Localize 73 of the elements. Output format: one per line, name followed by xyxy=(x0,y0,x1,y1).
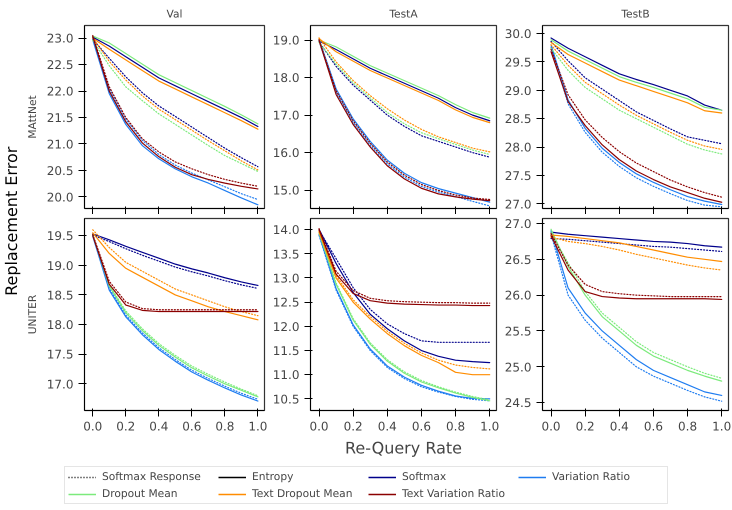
y-tick-label: 24.5 xyxy=(504,396,532,410)
y-tick-label: 29.0 xyxy=(504,84,532,98)
y-tick-label: 29.5 xyxy=(504,55,532,70)
y-tick-label: 26.0 xyxy=(504,288,532,303)
x-tick-label: 0.6 xyxy=(644,420,663,434)
y-tick-label: 19.0 xyxy=(46,258,74,273)
x-tick-label: 0.0 xyxy=(541,420,561,434)
y-tick-label: 14.0 xyxy=(272,223,300,238)
y-tick-label: 27.5 xyxy=(504,169,532,184)
x-tick-label: 0.4 xyxy=(378,420,397,434)
legend-label: Entropy xyxy=(252,470,294,483)
x-tick-label: 0.4 xyxy=(610,420,629,434)
y-tick-label: 23.0 xyxy=(46,32,74,46)
y-tick-label: 17.0 xyxy=(272,108,300,123)
y-tick-label: 15.0 xyxy=(272,184,300,198)
x-tick-label: 0.8 xyxy=(446,420,466,434)
y-tick-label: 30.0 xyxy=(504,26,532,41)
y-tick-label: 17.5 xyxy=(46,348,74,362)
y-tick-label: 18.0 xyxy=(46,318,74,332)
y-tick-label: 19.0 xyxy=(272,34,300,48)
y-tick-label: 17.0 xyxy=(46,377,74,392)
y-tick-label: 21.0 xyxy=(46,137,74,152)
x-tick-label: 1.0 xyxy=(248,420,268,434)
y-axis-title: MAttNet xyxy=(26,95,39,139)
x-tick-label: 0.0 xyxy=(83,420,102,434)
y-tick-label: 12.0 xyxy=(272,320,300,334)
x-tick-label: 0.2 xyxy=(576,420,595,434)
chart-title: TestB xyxy=(620,8,650,20)
legend-label: Text Dropout Mean xyxy=(252,487,354,500)
y-tick-label: 22.5 xyxy=(46,58,74,72)
y-tick-label: 28.0 xyxy=(504,140,532,155)
x-tick-label: 0.8 xyxy=(678,420,698,434)
y-tick-label: 11.0 xyxy=(272,368,300,382)
y-tick-label: 25.5 xyxy=(504,324,532,338)
y-tick-label: 25.0 xyxy=(504,360,532,374)
y-tick-label: 10.5 xyxy=(272,392,300,406)
y-tick-label: 28.5 xyxy=(504,112,532,126)
chart-title: Val xyxy=(166,8,182,20)
x-tick-label: 1.0 xyxy=(712,420,732,434)
y-tick-label: 13.0 xyxy=(272,271,300,286)
y-tick-label: 20.5 xyxy=(46,164,74,178)
y-tick-label: 27.0 xyxy=(504,217,532,232)
x-tick-label: 0.2 xyxy=(344,420,363,434)
x-axis-title: Re-Query Rate xyxy=(345,438,462,458)
legend-label: Softmax xyxy=(402,470,448,483)
legend-label: Softmax Response xyxy=(102,470,202,483)
y-tick-label: 19.5 xyxy=(46,229,74,244)
x-tick-label: 0.0 xyxy=(309,420,329,434)
y-tick-label: 26.5 xyxy=(504,252,532,267)
legend-label: Text Variation Ratio xyxy=(402,487,506,500)
legend-label: Dropout Mean xyxy=(102,487,179,500)
y-tick-label: 12.5 xyxy=(272,296,300,310)
y-axis-title: UNITER xyxy=(26,294,39,334)
x-tick-label: 0.6 xyxy=(182,420,202,434)
y-tick-label: 27.0 xyxy=(504,197,532,212)
x-tick-label: 0.2 xyxy=(116,420,136,434)
text: Replacement Error xyxy=(2,146,21,296)
y-tick-label: 18.0 xyxy=(272,71,300,86)
chart-title: TestA xyxy=(388,8,418,20)
legend-label: Variation Ratio xyxy=(552,470,632,483)
y-tick-label: 18.5 xyxy=(46,288,74,302)
y-tick-label: 22.0 xyxy=(46,84,74,99)
x-tick-label: 0.8 xyxy=(215,420,234,434)
line-series xyxy=(550,238,722,252)
y-tick-label: 20.0 xyxy=(46,190,74,204)
x-tick-label: 0.4 xyxy=(149,420,168,434)
y-tick-label: 21.5 xyxy=(46,111,74,126)
x-tick-label: 0.6 xyxy=(412,420,431,434)
y-tick-label: 16.0 xyxy=(272,146,300,160)
y-tick-label: 11.5 xyxy=(272,344,300,358)
line-series xyxy=(550,232,722,248)
x-tick-label: 1.0 xyxy=(480,420,500,434)
y-tick-label: 13.5 xyxy=(272,247,300,262)
